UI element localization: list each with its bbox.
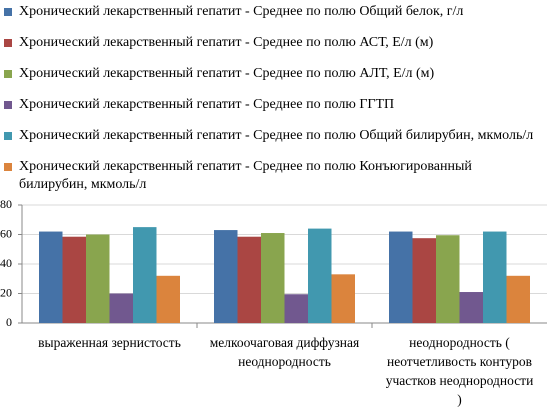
legend-label: Хронический лекарственный гепатит - Сред… bbox=[19, 4, 464, 19]
legend-item: Хронический лекарственный гепатит - Сред… bbox=[4, 3, 534, 21]
legend-swatch bbox=[4, 8, 12, 16]
bar bbox=[436, 235, 460, 323]
bar bbox=[86, 234, 110, 323]
bar bbox=[261, 233, 285, 323]
bar bbox=[389, 231, 413, 323]
legend-label: Хронический лекарственный гепатит - Сред… bbox=[19, 66, 435, 81]
bar bbox=[284, 294, 308, 323]
legend-label: Хронический лекарственный гепатит - Сред… bbox=[19, 159, 472, 192]
legend-swatch bbox=[4, 132, 12, 140]
legend-item: Хронический лекарственный гепатит - Сред… bbox=[4, 127, 534, 145]
legend-swatch bbox=[4, 101, 12, 109]
bar bbox=[156, 275, 180, 323]
legend-item: Хронический лекарственный гепатит - Сред… bbox=[4, 34, 534, 52]
bar bbox=[506, 275, 530, 323]
legend-swatch bbox=[4, 39, 12, 47]
x-tick-label: мелкоочаговая диффузная неоднородность bbox=[209, 335, 360, 369]
y-tick-label: 60 bbox=[0, 226, 12, 240]
bar bbox=[62, 236, 86, 323]
legend-item: Хронический лекарственный гепатит - Сред… bbox=[4, 96, 534, 114]
y-tick-label: 40 bbox=[0, 256, 12, 270]
legend-label: Хронический лекарственный гепатит - Сред… bbox=[19, 35, 434, 50]
bar bbox=[214, 230, 238, 323]
x-tick-label: неоднородность ( неотчетливость контуров… bbox=[385, 335, 534, 407]
bar bbox=[39, 231, 63, 323]
x-tick-label: выраженная зернистость bbox=[38, 335, 181, 350]
legend: Хронический лекарственный гепатит - Сред… bbox=[4, 3, 534, 207]
bar bbox=[331, 274, 355, 323]
bar bbox=[133, 227, 157, 323]
bar bbox=[308, 228, 332, 323]
legend-item: Хронический лекарственный гепатит - Сред… bbox=[4, 158, 534, 194]
legend-label: Хронический лекарственный гепатит - Сред… bbox=[19, 97, 395, 112]
bar bbox=[412, 238, 436, 323]
y-tick-label: 0 bbox=[6, 315, 12, 329]
bar bbox=[459, 292, 483, 323]
bar bbox=[483, 231, 507, 323]
legend-swatch bbox=[4, 163, 12, 171]
bar bbox=[237, 236, 261, 323]
legend-swatch bbox=[4, 70, 12, 78]
bar bbox=[109, 293, 133, 323]
y-tick-label: 20 bbox=[0, 285, 12, 299]
legend-item: Хронический лекарственный гепатит - Сред… bbox=[4, 65, 534, 83]
y-tick-label: 80 bbox=[0, 197, 12, 211]
legend-label: Хронический лекарственный гепатит - Сред… bbox=[19, 128, 534, 143]
